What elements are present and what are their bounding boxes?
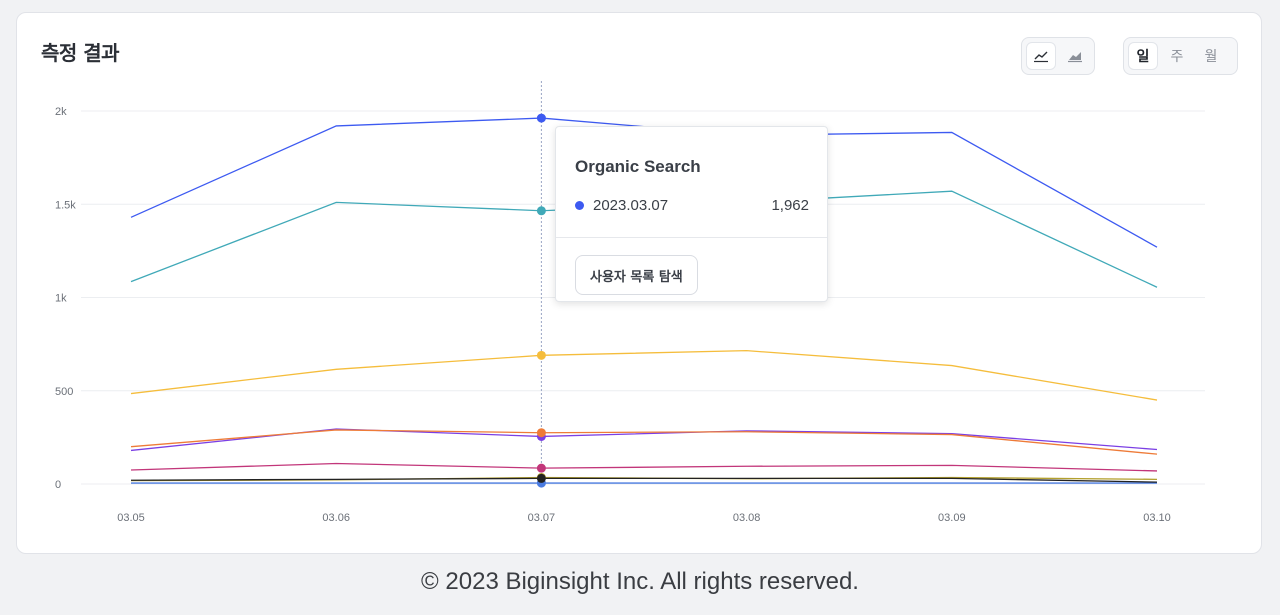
series-line	[130, 350, 1158, 401]
series-line	[130, 429, 1158, 455]
results-card: 측정 결과 일 주 월 0 500 1k 1.5k 2k 03.05 03.06 03.07 0…	[16, 12, 1262, 554]
y-tick-label: 1k	[55, 293, 67, 305]
footer-copyright: © 2023 Biginsight Inc. All rights reserv…	[421, 568, 859, 595]
x-tick-label: 03.06	[322, 512, 350, 524]
series-dot-icon	[575, 201, 584, 210]
series-point	[536, 113, 546, 123]
period-toggle: 일 주 월	[1123, 37, 1238, 75]
card-title: 측정 결과	[41, 41, 120, 65]
series-point	[536, 428, 546, 438]
y-tick-label: 0	[55, 479, 61, 491]
series-point	[536, 473, 546, 483]
x-tick-label: 03.09	[938, 512, 966, 524]
area-chart-button[interactable]	[1060, 42, 1090, 70]
explore-user-list-button[interactable]: 사용자 목록 탐색	[575, 255, 698, 295]
period-week-button[interactable]: 주	[1170, 49, 1184, 65]
y-tick-label: 2k	[55, 106, 67, 118]
tooltip-date: 2023.03.07	[593, 197, 669, 214]
line-chart-icon	[1034, 51, 1048, 63]
area-chart-icon	[1068, 52, 1082, 63]
line-chart-button[interactable]	[1026, 42, 1056, 70]
tooltip-divider	[556, 237, 827, 238]
chart-type-toggle	[1021, 37, 1095, 75]
series-point	[536, 463, 546, 473]
period-day-button[interactable]: 일	[1128, 42, 1158, 70]
x-tick-label: 03.07	[528, 512, 556, 524]
period-month-button[interactable]: 월	[1204, 49, 1218, 65]
tooltip-value: 1,962	[771, 197, 809, 214]
x-tick-label: 03.05	[117, 512, 145, 524]
series-line	[130, 462, 1158, 472]
y-tick-label: 500	[55, 386, 73, 398]
tooltip-row: 2023.03.07 1,962	[575, 197, 809, 214]
chart-tooltip: Organic Search 2023.03.07 1,962 사용자 목록 탐…	[555, 126, 828, 302]
series-point	[536, 206, 546, 216]
x-tick-label: 03.10	[1143, 512, 1171, 524]
y-tick-label: 1.5k	[55, 199, 76, 211]
x-tick-label: 03.08	[733, 512, 761, 524]
series-line	[130, 477, 1158, 483]
tooltip-title: Organic Search	[575, 157, 701, 176]
series-point	[536, 350, 546, 360]
